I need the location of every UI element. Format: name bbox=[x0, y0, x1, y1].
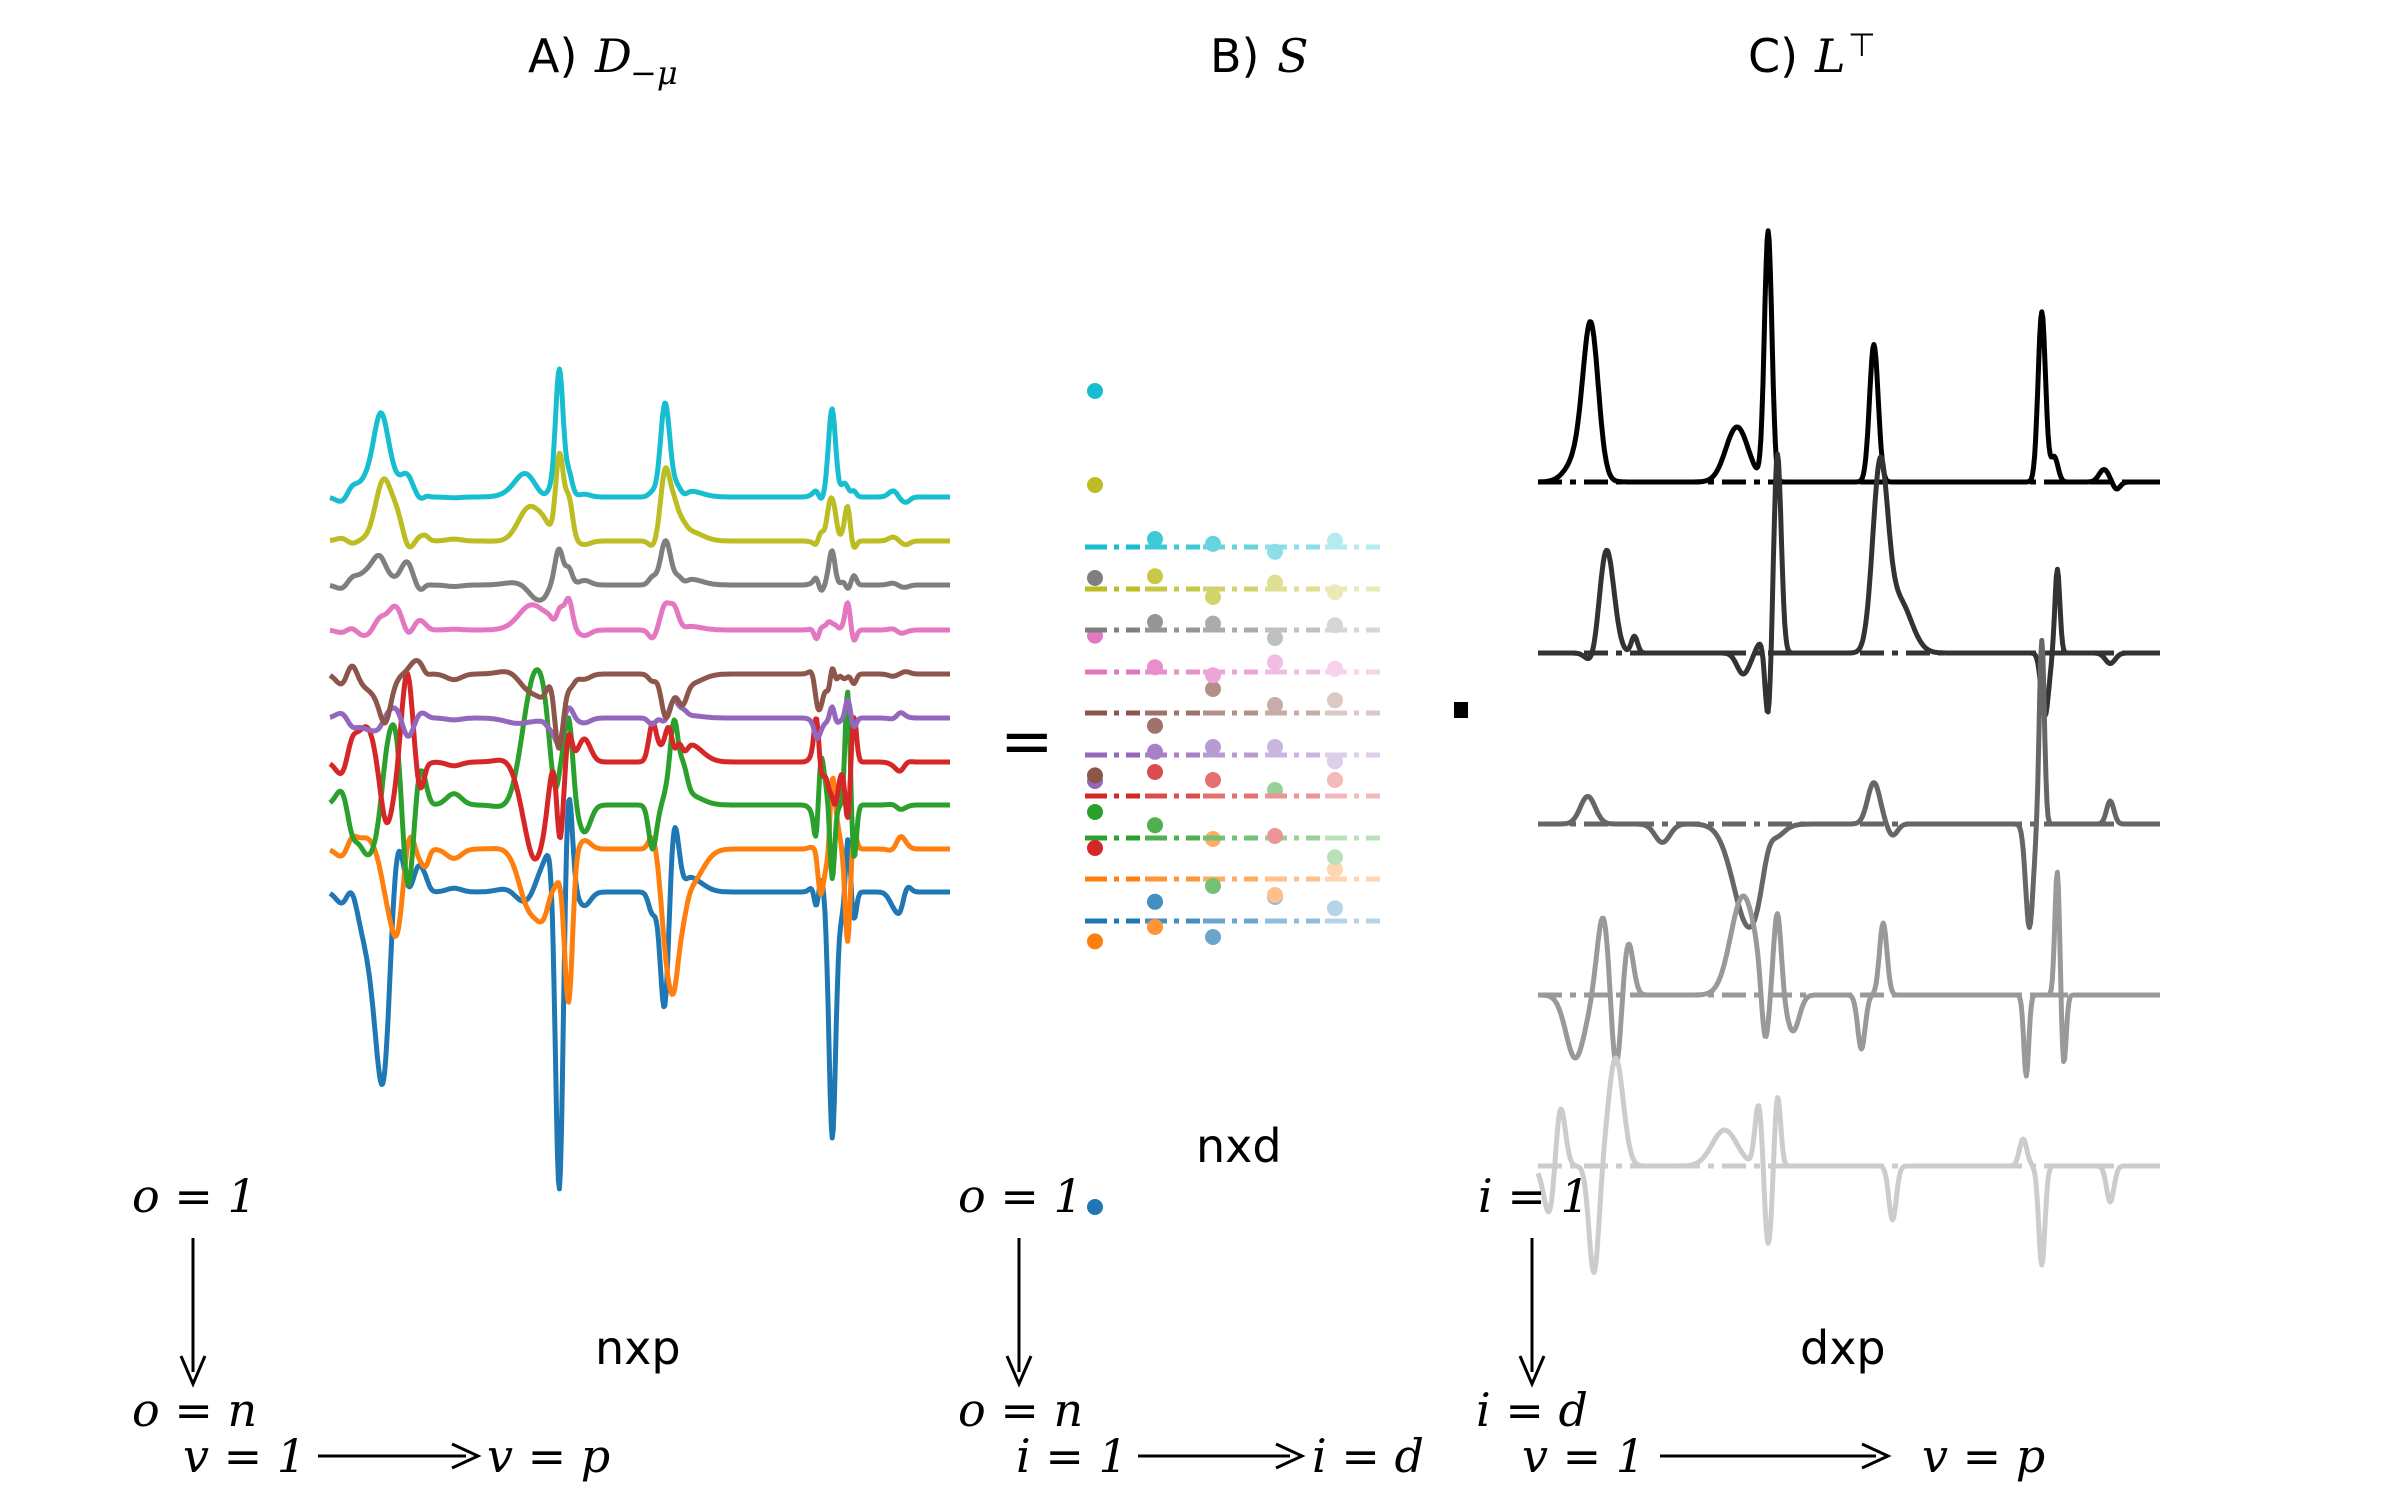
a-row-end-label: o = n bbox=[132, 1383, 257, 1437]
score-dot-7-3 bbox=[1205, 667, 1221, 684]
score-dot-8-4 bbox=[1267, 630, 1283, 646]
score-dot-9-4 bbox=[1267, 574, 1283, 591]
loading-trace-1 bbox=[1536, 228, 2162, 492]
a-col-arrow-head bbox=[451, 1442, 482, 1470]
signal-trace-1 bbox=[328, 796, 952, 1192]
panel-a-signals bbox=[328, 366, 952, 1192]
panel-b-symbol: S bbox=[1277, 29, 1309, 83]
score-dot-1-1 bbox=[1087, 1199, 1103, 1215]
signal-trace-8 bbox=[328, 538, 952, 603]
loading-trace-2 bbox=[1536, 451, 2162, 719]
score-dot-3-2 bbox=[1147, 817, 1163, 834]
score-dot-4-1 bbox=[1087, 840, 1103, 856]
score-dot-7-4 bbox=[1267, 654, 1283, 671]
b-row-end-label: o = n bbox=[958, 1383, 1083, 1437]
signal-trace-2 bbox=[328, 775, 952, 1005]
score-dot-5-2 bbox=[1147, 743, 1163, 760]
score-dot-4-2 bbox=[1147, 764, 1163, 780]
signal-trace-9 bbox=[328, 450, 952, 550]
panel-b-letter: B) bbox=[1210, 29, 1260, 83]
c-col-arrow-head bbox=[1861, 1442, 1892, 1470]
score-dot-10-4 bbox=[1267, 543, 1283, 560]
score-dot-6-1 bbox=[1087, 767, 1103, 784]
score-dot-2-2 bbox=[1147, 919, 1163, 935]
score-dot-10-2 bbox=[1147, 531, 1163, 547]
score-dot-7-5 bbox=[1327, 660, 1343, 677]
b-col-start-label: i = 1 bbox=[1016, 1429, 1128, 1483]
score-dot-10-3 bbox=[1205, 535, 1221, 552]
dot-operator bbox=[1454, 702, 1468, 718]
a-col-start-label: v = 1 bbox=[183, 1429, 306, 1483]
loading-trace-5 bbox=[1535, 1055, 2162, 1275]
score-dot-3-1 bbox=[1087, 804, 1103, 820]
panel-a-letter: A) bbox=[528, 29, 577, 83]
loading-trace-4 bbox=[1536, 869, 2162, 1079]
score-dot-1-2 bbox=[1147, 893, 1163, 910]
panel-c-superscript: ⊤ bbox=[1848, 26, 1876, 64]
panel-a-subscript: −μ bbox=[630, 54, 678, 92]
a-row-arrow-head bbox=[179, 1355, 207, 1388]
loading-trace-3 bbox=[1536, 637, 2162, 930]
score-dot-5-5 bbox=[1327, 753, 1343, 770]
panel-a-dims: nxp bbox=[595, 1321, 681, 1375]
score-dot-3-3 bbox=[1205, 878, 1221, 894]
panel-b-dims: nxd bbox=[1196, 1119, 1282, 1173]
score-dot-4-3 bbox=[1205, 772, 1221, 788]
b-row-start-label: o = 1 bbox=[958, 1169, 1083, 1223]
panel-c-letter: C) bbox=[1748, 29, 1798, 83]
score-dot-2-4 bbox=[1267, 887, 1283, 903]
panel-c-loadings bbox=[1535, 228, 2162, 1275]
signal-trace-7 bbox=[328, 595, 952, 643]
score-dot-2-1 bbox=[1087, 933, 1103, 950]
c-row-end-label: i = d bbox=[1476, 1383, 1588, 1437]
score-dot-10-5 bbox=[1327, 532, 1343, 549]
score-dot-10-1 bbox=[1087, 383, 1103, 399]
score-dot-6-2 bbox=[1147, 717, 1163, 734]
score-dot-9-1 bbox=[1087, 477, 1103, 493]
panel-b-scores bbox=[1085, 383, 1380, 1215]
c-col-start-label: v = 1 bbox=[1522, 1429, 1645, 1483]
score-dot-9-2 bbox=[1147, 568, 1163, 585]
signal-trace-5 bbox=[328, 697, 952, 747]
score-dot-2-5 bbox=[1327, 861, 1343, 878]
equals-sign: = bbox=[1000, 705, 1054, 779]
score-dot-8-3 bbox=[1205, 615, 1221, 632]
score-dot-5-3 bbox=[1205, 739, 1221, 755]
b-row-arrow-head bbox=[1005, 1355, 1033, 1388]
signal-trace-10 bbox=[328, 366, 952, 505]
score-dot-6-3 bbox=[1205, 681, 1221, 697]
score-dot-4-5 bbox=[1327, 772, 1343, 788]
b-col-end-label: i = d bbox=[1312, 1429, 1424, 1483]
score-dot-8-5 bbox=[1327, 617, 1343, 634]
signal-trace-4 bbox=[328, 671, 952, 862]
panel-c-dims: dxp bbox=[1800, 1321, 1886, 1375]
c-row-arrow-head bbox=[1518, 1355, 1546, 1388]
score-dot-8-1 bbox=[1087, 570, 1103, 586]
score-dot-5-4 bbox=[1267, 739, 1283, 755]
score-dot-9-5 bbox=[1327, 584, 1343, 601]
score-dot-1-5 bbox=[1327, 900, 1343, 917]
signal-trace-6 bbox=[328, 658, 952, 751]
score-dot-4-4 bbox=[1267, 828, 1283, 844]
a-row-start-label: o = 1 bbox=[132, 1169, 257, 1223]
panel-c-symbol: L bbox=[1814, 29, 1846, 83]
score-dot-1-3 bbox=[1205, 929, 1221, 945]
b-col-arrow-head bbox=[1275, 1442, 1306, 1470]
score-dot-9-3 bbox=[1205, 589, 1221, 605]
a-col-end-label: v = p bbox=[487, 1429, 610, 1483]
c-row-start-label: i = 1 bbox=[1478, 1169, 1590, 1223]
score-dot-6-4 bbox=[1267, 697, 1283, 713]
score-dot-8-2 bbox=[1147, 614, 1163, 630]
score-dot-6-5 bbox=[1327, 692, 1343, 709]
score-dot-7-2 bbox=[1147, 659, 1163, 676]
panel-a-symbol: D bbox=[594, 29, 632, 83]
score-dot-3-5 bbox=[1327, 849, 1343, 866]
c-col-end-label: v = p bbox=[1922, 1429, 2045, 1483]
